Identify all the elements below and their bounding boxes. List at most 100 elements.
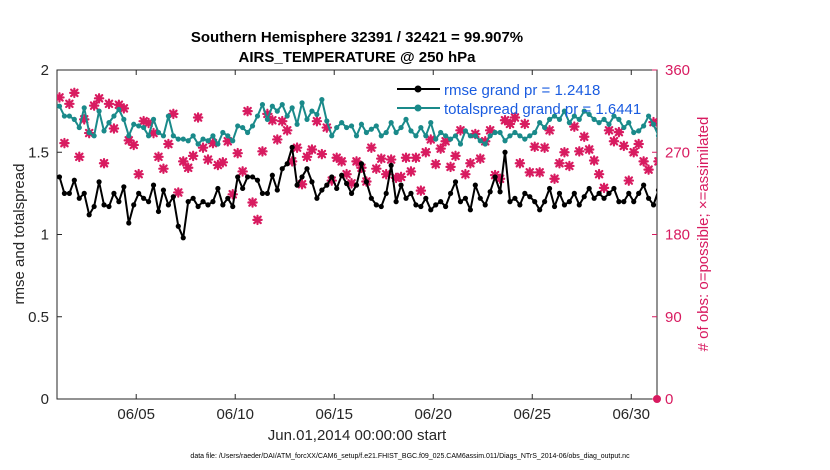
rmse-point: [96, 179, 102, 185]
obs-count-marker: [385, 154, 397, 165]
rmse-point: [438, 199, 444, 205]
rmse-point: [155, 208, 162, 215]
obs-count-marker: [296, 178, 308, 190]
totalspread-point: [457, 141, 464, 147]
rmse-point: [780, 191, 785, 196]
totalspread-point: [141, 124, 147, 131]
rmse-point: [57, 174, 63, 180]
obs-count-marker: [395, 171, 407, 183]
totalspread-point: [259, 101, 266, 108]
totalspread-point: [423, 133, 429, 139]
obs-count-marker: [738, 133, 746, 141]
obs-count-marker: [748, 169, 756, 177]
rmse-point: [586, 185, 592, 192]
obs-count-marker: [59, 137, 70, 149]
totalspread-point: [195, 141, 201, 147]
obs-count-zero-marker: [653, 395, 661, 403]
totalspread-point: [190, 133, 196, 139]
rmse-point: [517, 202, 523, 208]
obs-count-marker: [103, 98, 115, 110]
obs-count-marker: [301, 151, 313, 163]
totalspread-point: [324, 118, 330, 124]
totalspread-point: [631, 129, 637, 136]
legend-spread-label: totalspread grand pr = 1.6441: [444, 101, 641, 118]
rmse-point: [814, 196, 819, 201]
totalspread-point: [601, 116, 607, 122]
rmse-point: [765, 199, 770, 204]
totalspread-point: [57, 103, 63, 109]
totalspread-point: [348, 123, 355, 129]
rmse-point: [775, 196, 780, 201]
rmse-point: [512, 195, 518, 201]
obs-count-marker: [689, 107, 697, 115]
rmse-point: [269, 172, 275, 178]
rmse-point: [111, 190, 117, 196]
obs-count-marker: [311, 115, 323, 127]
totalspread-point: [353, 133, 360, 139]
rmse-point: [720, 199, 725, 204]
rmse-point: [686, 199, 691, 204]
totalspread-point: [804, 136, 809, 141]
totalspread-point: [760, 136, 765, 141]
totalspread-point: [438, 129, 444, 136]
obs-count-marker: [415, 185, 427, 196]
rmse-point: [824, 191, 829, 196]
rmse-point: [66, 190, 72, 196]
obs-count-marker: [603, 125, 615, 136]
totalspread-point: [344, 124, 350, 131]
rmse-point: [215, 185, 221, 192]
rmse-point: [655, 187, 657, 193]
totalspread-point: [244, 129, 251, 136]
rmse-point: [809, 199, 814, 204]
rmse-point: [819, 204, 824, 209]
totalspread-point: [735, 120, 740, 125]
totalspread-point: [373, 123, 379, 129]
totalspread-point: [551, 113, 558, 119]
rmse-point: [452, 179, 459, 185]
totalspread-point: [542, 124, 548, 131]
totalspread-point: [556, 116, 563, 122]
obs-count-marker: [494, 173, 506, 185]
totalspread-point: [730, 128, 735, 133]
totalspread-point: [150, 116, 157, 122]
obs-count-marker: [455, 125, 466, 136]
rmse-point: [502, 149, 508, 155]
rmse-point: [527, 194, 533, 200]
rmse-point: [596, 190, 602, 196]
totalspread-point: [294, 121, 300, 127]
totalspread-point: [522, 136, 528, 142]
rmse-point: [121, 184, 127, 190]
rmse-point: [477, 195, 483, 201]
totalspread-point: [121, 116, 127, 122]
totalspread-point: [96, 108, 102, 114]
obs-count-marker: [153, 151, 164, 163]
obs-count-marker: [267, 115, 278, 126]
totalspread-point: [710, 109, 715, 114]
totalspread-point: [279, 101, 285, 108]
plot-area: [56, 69, 658, 400]
obs-count-marker: [281, 125, 293, 136]
obs-count-marker: [93, 93, 105, 104]
rmse-point: [61, 190, 68, 196]
obs-count-marker: [380, 168, 392, 180]
rmse-point: [200, 199, 206, 205]
totalspread-point: [299, 100, 305, 106]
rmse-point: [398, 182, 404, 188]
rmse-point: [676, 179, 681, 184]
rmse-point: [492, 174, 498, 180]
totalspread-point: [269, 103, 275, 109]
totalspread-point: [626, 120, 632, 126]
obs-count-marker: [729, 112, 737, 120]
rmse-point: [507, 199, 513, 205]
obs-count-marker: [237, 166, 248, 177]
obs-count-marker: [475, 153, 486, 164]
totalspread-point: [225, 133, 231, 139]
obs-count-marker: [460, 168, 471, 180]
obs-count-marker: [788, 171, 796, 179]
obs-count-marker: [499, 115, 511, 126]
totalspread-point: [596, 120, 602, 126]
rmse-point: [467, 207, 473, 213]
obs-count-marker: [628, 146, 639, 158]
obs-count-marker: [574, 146, 585, 157]
totalspread-point: [745, 133, 750, 138]
